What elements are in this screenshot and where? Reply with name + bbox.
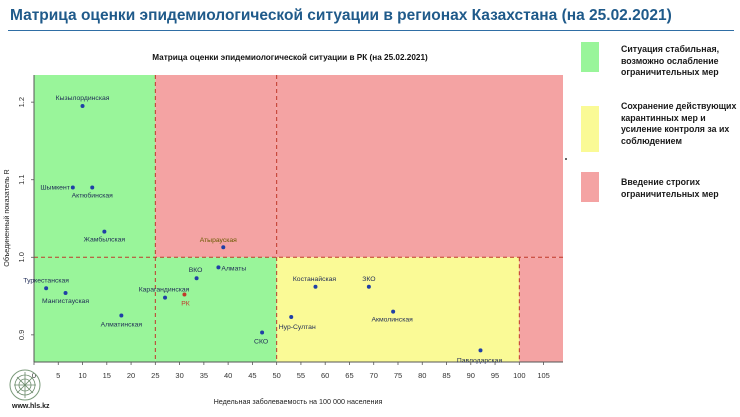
zone-strict-upper-right <box>276 75 563 258</box>
point-label: Мангистауская <box>42 298 89 305</box>
x-tick-label: 65 <box>345 371 353 380</box>
y-tick-label: 0.9 <box>17 330 26 340</box>
x-tick-label: 30 <box>175 371 183 380</box>
legend-swatch-moderate <box>581 106 599 152</box>
point-label: СКО <box>254 339 268 346</box>
legend-swatch-stable <box>581 42 599 72</box>
point-label: Туркестанская <box>23 277 69 284</box>
zone-strict-upper-mid <box>155 75 277 258</box>
zone-stable-left <box>34 75 156 362</box>
point-label: Жамбылская <box>84 236 126 244</box>
x-tick-label: 90 <box>467 371 475 380</box>
point-label: Карагандинская <box>139 287 190 294</box>
point-label: Алматинская <box>101 321 143 328</box>
title-divider <box>8 30 734 31</box>
data-point <box>70 185 75 190</box>
point-label: ВКО <box>189 267 203 274</box>
data-point <box>163 295 168 300</box>
x-tick-label: 80 <box>418 371 426 380</box>
x-tick-label: 75 <box>394 371 402 380</box>
data-point <box>216 265 221 270</box>
point-label: Актюбинская <box>72 191 114 199</box>
data-point <box>194 276 199 281</box>
x-tick-label: 100 <box>513 371 526 380</box>
x-tick-label: 10 <box>78 371 86 380</box>
point-label: ЗКО <box>362 276 375 283</box>
slide-title: Матрица оценки эпидемиологической ситуац… <box>10 7 672 24</box>
point-label: Кызылординская <box>56 95 110 102</box>
data-point <box>289 315 294 320</box>
data-point <box>90 185 95 190</box>
legend-label-strict: Введение строгих ограничительных мер <box>621 177 719 199</box>
x-tick-label: 55 <box>297 371 305 380</box>
x-tick-label: 15 <box>103 371 111 380</box>
x-tick-label: 85 <box>442 371 450 380</box>
data-point <box>478 348 483 353</box>
data-point <box>391 309 396 314</box>
x-tick-label: 45 <box>248 371 256 380</box>
legend-swatch-strict <box>581 172 599 202</box>
hls-logo-icon <box>9 369 41 401</box>
x-tick-label: 40 <box>224 371 232 380</box>
x-tick-label: 70 <box>370 371 378 380</box>
y-axis-label: Объединенный показатель R <box>2 169 11 266</box>
legend-label-stable: Ситуация стабильная, возможно ослабление… <box>621 44 720 77</box>
point-label: Костанайская <box>293 275 337 283</box>
zone-moderate <box>276 257 520 362</box>
point-label: РК <box>181 301 190 308</box>
x-tick-label: 20 <box>127 371 135 380</box>
data-point <box>182 292 187 297</box>
y-tick-label: 1.1 <box>17 174 26 184</box>
data-point <box>44 286 49 291</box>
data-point <box>221 245 226 250</box>
x-tick-label: 50 <box>272 371 280 380</box>
legend-label-moderate: Сохранение действующих карантинных мер и… <box>621 101 737 146</box>
x-tick-label: 25 <box>151 371 159 380</box>
x-tick-label: 105 <box>537 371 550 380</box>
data-point <box>260 330 265 335</box>
point-label: Алматы <box>221 265 246 272</box>
data-point <box>102 229 107 234</box>
x-axis-label: Недельная заболеваемость на 100 000 насе… <box>214 397 383 406</box>
x-tick-label: 60 <box>321 371 329 380</box>
y-tick-label: 1.2 <box>17 97 26 107</box>
decorative-dot <box>565 158 567 160</box>
y-tick-label: 1.0 <box>17 252 26 262</box>
footer-url[interactable]: www.hls.kz <box>12 403 50 410</box>
data-point <box>366 284 371 289</box>
x-tick-label: 0 <box>32 371 36 380</box>
data-point <box>63 290 68 295</box>
zone-strict-lower-right <box>519 257 563 362</box>
chart-title: Матрица оценки эпидемиологической ситуац… <box>152 53 428 62</box>
x-tick-label: 35 <box>200 371 208 380</box>
zone-stable-lower-mid <box>155 257 277 362</box>
point-label: Шымкент <box>40 184 69 191</box>
point-label: Атырауская <box>200 237 237 244</box>
data-point <box>80 104 85 109</box>
x-tick-label: 95 <box>491 371 499 380</box>
point-label: Павлодарская <box>457 357 503 364</box>
data-point <box>119 313 124 318</box>
point-label: Акмолинская <box>371 317 413 324</box>
data-point <box>313 284 318 289</box>
point-label: Нур-Султан <box>279 324 316 331</box>
x-tick-label: 5 <box>56 371 60 380</box>
